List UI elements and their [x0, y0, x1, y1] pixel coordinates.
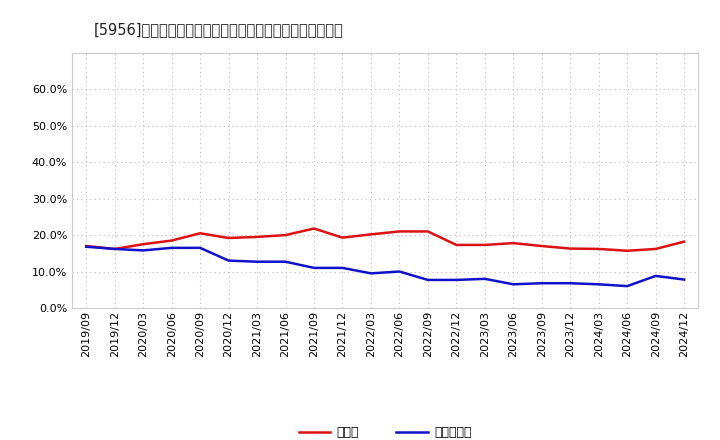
有利子負債 — [480, 276, 489, 282]
有利子負債 — [338, 265, 347, 271]
有利子負債 — [167, 245, 176, 250]
有利子負債 — [310, 265, 318, 271]
有利子負債 — [282, 259, 290, 264]
現須金 — [595, 246, 603, 252]
現須金 — [480, 242, 489, 248]
有利子負債 — [680, 277, 688, 282]
現須金 — [537, 243, 546, 249]
有利子負債 — [566, 281, 575, 286]
現須金 — [310, 226, 318, 231]
現須金 — [566, 246, 575, 251]
現須金 — [652, 246, 660, 252]
現須金 — [395, 229, 404, 234]
有利子負債 — [623, 283, 631, 289]
現須金 — [680, 239, 688, 244]
Line: 有利子負債: 有利子負債 — [86, 247, 684, 286]
現須金 — [110, 246, 119, 252]
現須金 — [338, 235, 347, 240]
現須金 — [139, 242, 148, 247]
有利子負債 — [253, 259, 261, 264]
有利子負債 — [225, 258, 233, 263]
有利子負債 — [110, 246, 119, 252]
有利子負債 — [395, 269, 404, 274]
有利子負債 — [452, 277, 461, 282]
有利子負債 — [652, 273, 660, 279]
有利子負債 — [82, 244, 91, 249]
現須金 — [82, 243, 91, 249]
有利子負債 — [366, 271, 375, 276]
現須金 — [509, 241, 518, 246]
Text: [5956]　現須金、有利子負債の総資産に対する比率の推移: [5956] 現須金、有利子負債の総資産に対する比率の推移 — [94, 22, 343, 37]
Line: 現須金: 現須金 — [86, 228, 684, 251]
現須金 — [366, 232, 375, 237]
現須金 — [225, 235, 233, 241]
有利子負債 — [139, 248, 148, 253]
現須金 — [452, 242, 461, 248]
現須金 — [196, 231, 204, 236]
有利子負債 — [196, 245, 204, 250]
有利子負債 — [537, 281, 546, 286]
現須金 — [423, 229, 432, 234]
Legend: 現須金, 有利子負債: 現須金, 有利子負債 — [294, 422, 477, 440]
現須金 — [282, 232, 290, 238]
有利子負債 — [509, 282, 518, 287]
有利子負債 — [595, 282, 603, 287]
有利子負債 — [423, 277, 432, 282]
現須金 — [167, 238, 176, 243]
現須金 — [253, 234, 261, 239]
現須金 — [623, 248, 631, 253]
